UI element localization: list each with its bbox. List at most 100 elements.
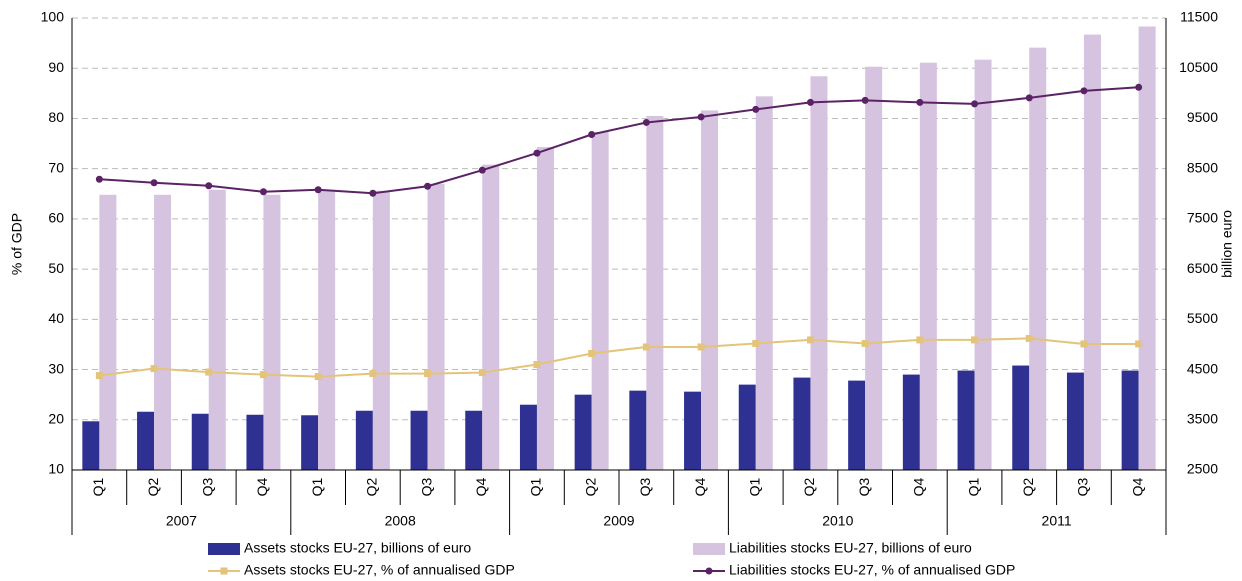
bar [1012, 365, 1030, 470]
y-tick-label: 90 [48, 59, 64, 75]
line-marker [369, 189, 377, 197]
y2-tick-label: 8500 [1187, 159, 1218, 175]
year-label: 2011 [1042, 513, 1072, 529]
bar [318, 189, 336, 470]
bar [957, 370, 975, 470]
x-tick-label: Q3 [199, 477, 215, 496]
legend-swatch [693, 543, 725, 555]
x-tick-label: Q4 [692, 477, 708, 496]
y-tick-label: 10 [48, 461, 64, 477]
legend-marker [705, 567, 713, 575]
bar [99, 194, 117, 470]
x-tick-label: Q1 [528, 477, 544, 496]
bar [263, 194, 281, 470]
line-marker [205, 182, 213, 190]
line-marker [424, 370, 432, 378]
bar [738, 384, 756, 470]
line-marker [752, 105, 760, 113]
bar [536, 147, 554, 470]
line [99, 86, 1139, 195]
legend-label: Liabilities stocks EU-27, % of annualise… [729, 562, 1015, 578]
bar [701, 110, 719, 471]
bar [154, 194, 172, 470]
line-marker [95, 372, 103, 380]
line-marker [1025, 334, 1033, 342]
bar [865, 66, 883, 471]
bar [482, 164, 500, 470]
legend-swatch [208, 543, 240, 555]
y-tick-label: 80 [48, 109, 64, 125]
y2-tick-label: 3500 [1187, 410, 1218, 426]
line-marker [314, 373, 322, 381]
bar [301, 415, 319, 470]
bar [208, 189, 226, 470]
x-tick-label: Q4 [254, 477, 270, 496]
x-tick-label: Q2 [582, 477, 598, 496]
line-marker [642, 118, 650, 126]
bar [465, 410, 483, 470]
line-marker [861, 96, 869, 104]
y-tick-label: 100 [41, 9, 65, 25]
line-marker [1135, 83, 1143, 91]
year-label: 2009 [603, 513, 634, 529]
x-tick-label: Q2 [1020, 477, 1036, 496]
line-marker [369, 370, 377, 378]
bar [919, 62, 937, 470]
bar [519, 404, 537, 470]
bar [191, 413, 209, 470]
y2-tick-label: 5500 [1187, 310, 1218, 326]
line-marker [533, 361, 541, 369]
year-label: 2010 [822, 513, 853, 529]
line-marker [478, 369, 486, 377]
bar [1029, 47, 1047, 471]
bar [246, 414, 264, 470]
x-tick-label: Q1 [309, 477, 325, 496]
line-marker [259, 371, 267, 379]
line-marker [806, 98, 814, 106]
y2-tick-label: 10500 [1179, 59, 1218, 75]
y2-tick-label: 4500 [1187, 360, 1218, 376]
line-marker [806, 336, 814, 344]
line-marker [424, 182, 432, 190]
x-tick-label: Q3 [856, 477, 872, 496]
line [99, 337, 1139, 378]
line-marker [150, 365, 158, 373]
y2-tick-label: 6500 [1187, 260, 1218, 276]
line-marker [533, 149, 541, 157]
line-marker [697, 113, 705, 121]
bar [1121, 370, 1139, 470]
x-tick-label: Q2 [145, 477, 161, 496]
bar [1083, 34, 1101, 470]
line-marker [1080, 87, 1088, 95]
bar [974, 59, 992, 470]
year-label: 2007 [166, 513, 197, 529]
y2-tick-label: 11500 [1180, 9, 1218, 25]
bar [355, 410, 373, 470]
bar [591, 132, 609, 470]
x-tick-label: Q2 [364, 477, 380, 496]
bar [810, 76, 828, 470]
x-tick-label: Q4 [1129, 477, 1145, 496]
y-tick-label: 50 [48, 260, 64, 276]
legend-label: Liabilities stocks EU-27, billions of eu… [729, 540, 972, 556]
line-marker [916, 336, 924, 344]
bar [646, 115, 664, 470]
bar [410, 410, 428, 470]
line-marker [1080, 340, 1088, 348]
y2-tick-label: 2500 [1187, 461, 1218, 477]
bar [137, 411, 155, 470]
x-tick-label: Q2 [801, 477, 817, 496]
bar [82, 421, 100, 470]
line-marker [150, 179, 158, 187]
y-tick-label: 20 [48, 410, 64, 426]
y-tick-label: 40 [48, 310, 64, 326]
line-marker [1025, 94, 1033, 102]
x-tick-label: Q4 [911, 477, 927, 496]
line-marker [752, 339, 760, 347]
line-marker [205, 368, 213, 376]
y2-axis-label: billion euro [1219, 210, 1235, 278]
bar [1066, 372, 1084, 470]
bar [1138, 26, 1156, 470]
bar [427, 183, 445, 470]
